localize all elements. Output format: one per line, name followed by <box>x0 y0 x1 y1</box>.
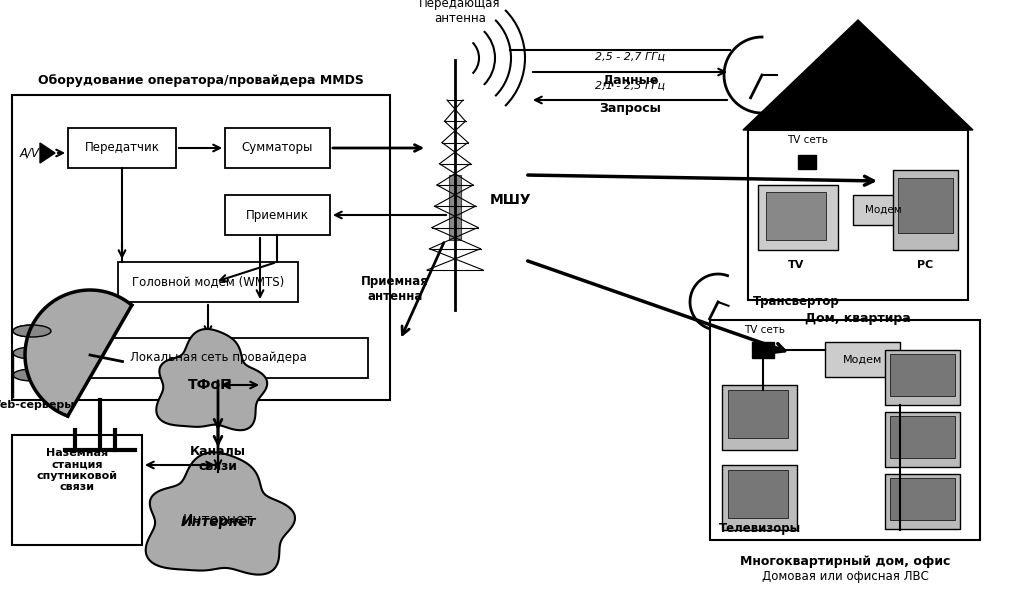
Text: Головной модем (WMTS): Головной модем (WMTS) <box>132 276 284 289</box>
FancyBboxPatch shape <box>766 192 826 240</box>
FancyBboxPatch shape <box>68 338 368 378</box>
Text: Данные: Данные <box>602 74 658 87</box>
Text: 2,5 - 2,7 ГГц: 2,5 - 2,7 ГГц <box>594 52 665 62</box>
Text: Наземная
станция
спутниковой
связи: Наземная станция спутниковой связи <box>37 447 118 492</box>
FancyBboxPatch shape <box>449 175 461 240</box>
Text: Сумматоры: Сумматоры <box>242 141 314 154</box>
Ellipse shape <box>13 325 51 337</box>
FancyBboxPatch shape <box>853 195 913 225</box>
Text: Каналы
связи: Каналы связи <box>190 445 246 473</box>
FancyBboxPatch shape <box>825 342 900 377</box>
Text: Телевизоры: Телевизоры <box>719 522 802 535</box>
FancyBboxPatch shape <box>758 185 838 250</box>
Text: Приемник: Приемник <box>246 208 309 222</box>
Text: Трансвертор: Трансвертор <box>807 74 899 87</box>
FancyBboxPatch shape <box>893 170 958 250</box>
FancyBboxPatch shape <box>898 178 953 233</box>
FancyBboxPatch shape <box>722 465 797 530</box>
FancyBboxPatch shape <box>885 412 960 467</box>
Text: Передатчик: Передатчик <box>84 141 160 154</box>
FancyBboxPatch shape <box>12 95 390 400</box>
Bar <box>798 155 816 169</box>
Text: Интернет: Интернет <box>182 513 253 527</box>
Text: А/V: А/V <box>20 147 40 160</box>
Bar <box>752 342 774 358</box>
Text: Домовая или офисная ЛВС: Домовая или офисная ЛВС <box>762 570 929 583</box>
Text: Передающая
антенна: Передающая антенна <box>419 0 501 25</box>
Polygon shape <box>40 143 55 163</box>
Text: TV сеть: TV сеть <box>744 325 785 335</box>
FancyBboxPatch shape <box>710 320 980 540</box>
Bar <box>13 353 51 375</box>
Text: Приемная
антенна: Приемная антенна <box>361 275 428 303</box>
FancyBboxPatch shape <box>748 130 968 300</box>
Text: Интернет: Интернет <box>180 515 256 529</box>
Ellipse shape <box>13 347 51 359</box>
Text: Запросы: Запросы <box>599 102 661 115</box>
FancyBboxPatch shape <box>728 390 788 438</box>
FancyBboxPatch shape <box>226 128 330 168</box>
Text: TV сеть: TV сеть <box>787 135 828 145</box>
Text: МШУ: МШУ <box>490 193 532 207</box>
Polygon shape <box>743 20 973 130</box>
FancyBboxPatch shape <box>890 416 955 458</box>
Text: PC: PC <box>917 260 933 270</box>
FancyBboxPatch shape <box>12 435 142 545</box>
Polygon shape <box>156 329 268 430</box>
FancyBboxPatch shape <box>68 128 176 168</box>
FancyBboxPatch shape <box>890 478 955 520</box>
FancyBboxPatch shape <box>728 470 788 518</box>
Text: ТФоП: ТФоП <box>188 378 233 392</box>
FancyBboxPatch shape <box>890 354 955 396</box>
Text: 2,1 - 2,3 ГГц: 2,1 - 2,3 ГГц <box>594 81 665 91</box>
Text: Локальная сеть провайдера: Локальная сеть провайдера <box>129 352 306 365</box>
Text: Модем: Модем <box>865 205 901 215</box>
Ellipse shape <box>13 325 51 337</box>
Ellipse shape <box>13 369 51 381</box>
Text: Web-серверы: Web-серверы <box>0 400 75 410</box>
FancyBboxPatch shape <box>885 350 960 405</box>
Text: Трансвертор: Трансвертор <box>753 295 839 308</box>
FancyBboxPatch shape <box>722 385 797 450</box>
Text: TV: TV <box>788 260 805 270</box>
Bar <box>13 375 51 397</box>
Text: Оборудование оператора/провайдера MMDS: Оборудование оператора/провайдера MMDS <box>38 74 364 87</box>
FancyBboxPatch shape <box>226 195 330 235</box>
Polygon shape <box>25 290 132 416</box>
Text: Дом, квартира: Дом, квартира <box>805 312 911 325</box>
Text: Модем: Модем <box>843 355 883 365</box>
FancyBboxPatch shape <box>885 474 960 529</box>
Polygon shape <box>146 453 295 574</box>
Text: Многоквартирный дом, офис: Многоквартирный дом, офис <box>740 555 950 568</box>
FancyBboxPatch shape <box>118 262 298 302</box>
